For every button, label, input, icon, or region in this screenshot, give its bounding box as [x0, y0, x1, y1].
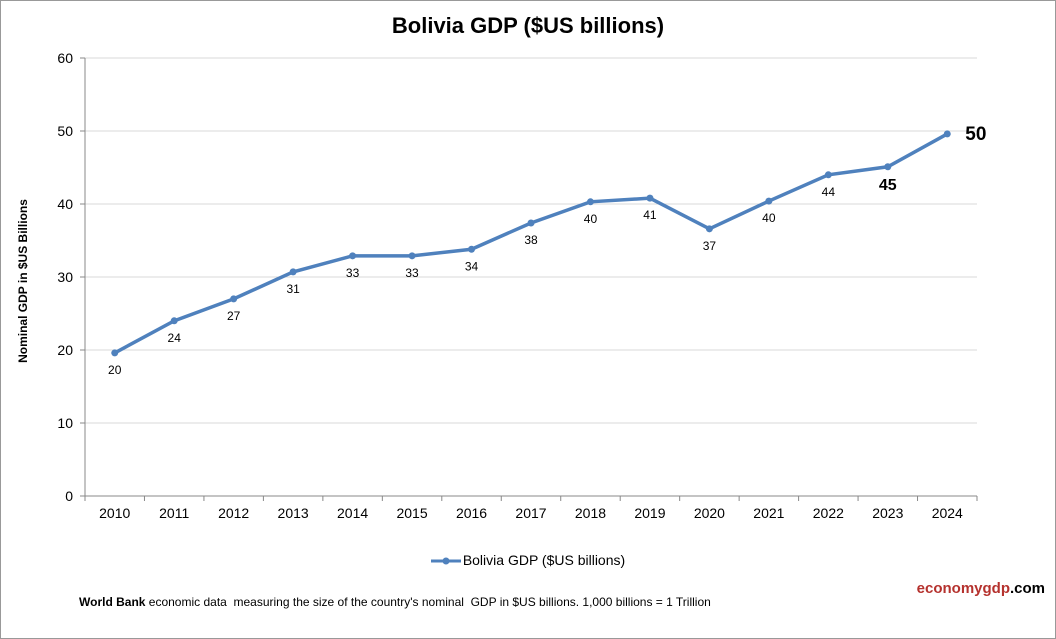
brand-part1: economygdp — [916, 580, 1010, 597]
x-tick-label: 2022 — [813, 505, 844, 521]
x-tick-label: 2024 — [932, 505, 963, 521]
y-tick-label: 60 — [57, 50, 73, 66]
source-bold: World Bank — [79, 595, 146, 609]
x-tick-label: 2023 — [872, 505, 903, 521]
data-label: 40 — [584, 212, 598, 226]
data-point — [824, 171, 832, 179]
x-tick-label: 2011 — [159, 505, 189, 521]
x-tick-label: 2019 — [634, 505, 665, 521]
x-tick-label: 2013 — [278, 505, 309, 521]
legend: Bolivia GDP ($US billions) — [1, 552, 1055, 568]
y-tick-label: 40 — [57, 196, 73, 212]
data-point — [586, 198, 594, 206]
chart-title: Bolivia GDP ($US billions) — [391, 13, 665, 38]
y-tick-label: 30 — [57, 269, 73, 285]
data-label: 40 — [762, 211, 776, 225]
data-point — [230, 295, 238, 303]
data-point — [170, 317, 178, 325]
data-label: 34 — [465, 259, 479, 273]
data-label: 45 — [879, 177, 897, 194]
x-tick-label: 2018 — [575, 505, 606, 521]
data-point — [646, 194, 654, 202]
data-label: 38 — [524, 233, 538, 247]
legend-swatch — [430, 557, 461, 565]
source-note: World Bank economic data measuring the s… — [79, 595, 711, 609]
x-tick-label: 2020 — [694, 505, 725, 521]
y-tick-label: 0 — [65, 488, 73, 504]
x-tick-label: 2015 — [396, 505, 427, 521]
y-tick-label: 10 — [57, 415, 73, 431]
data-label: 20 — [108, 363, 122, 377]
brand-part2: .com — [1009, 580, 1045, 597]
data-label: 31 — [286, 282, 300, 296]
y-tick-label: 50 — [57, 123, 73, 139]
data-label: 44 — [822, 185, 836, 199]
data-point — [765, 197, 773, 205]
source-text: economic data measuring the size of the … — [145, 595, 711, 609]
plot-area: 0 10 20 30 40 50 60 2010 2011 2012 2013 2014 2015 201… — [57, 50, 986, 521]
x-tick-label: 2021 — [753, 505, 784, 521]
data-label: 24 — [168, 331, 182, 345]
data-point — [289, 268, 297, 276]
data-point — [527, 219, 535, 227]
x-tick-label: 2012 — [218, 505, 249, 521]
legend-label: Bolivia GDP ($US billions) — [462, 552, 626, 568]
x-tick-label: 2016 — [456, 505, 487, 521]
data-label: 41 — [643, 208, 657, 222]
data-point — [408, 252, 416, 260]
x-tick-label: 2010 — [99, 505, 130, 521]
brand-logo: economygdp.com — [917, 580, 1045, 597]
data-label: 37 — [703, 239, 717, 253]
data-label: 27 — [227, 309, 241, 323]
data-label: 50 — [965, 124, 986, 145]
data-point — [705, 225, 713, 233]
data-point — [884, 163, 892, 171]
data-label: 33 — [405, 266, 419, 280]
data-point — [349, 252, 357, 260]
y-tick-label: 20 — [57, 342, 73, 358]
x-tick-label: 2014 — [337, 505, 368, 521]
x-tick-label: 2017 — [515, 505, 546, 521]
data-point — [468, 245, 476, 253]
data-point — [943, 130, 951, 138]
data-label: 33 — [346, 266, 360, 280]
data-point — [111, 349, 119, 357]
